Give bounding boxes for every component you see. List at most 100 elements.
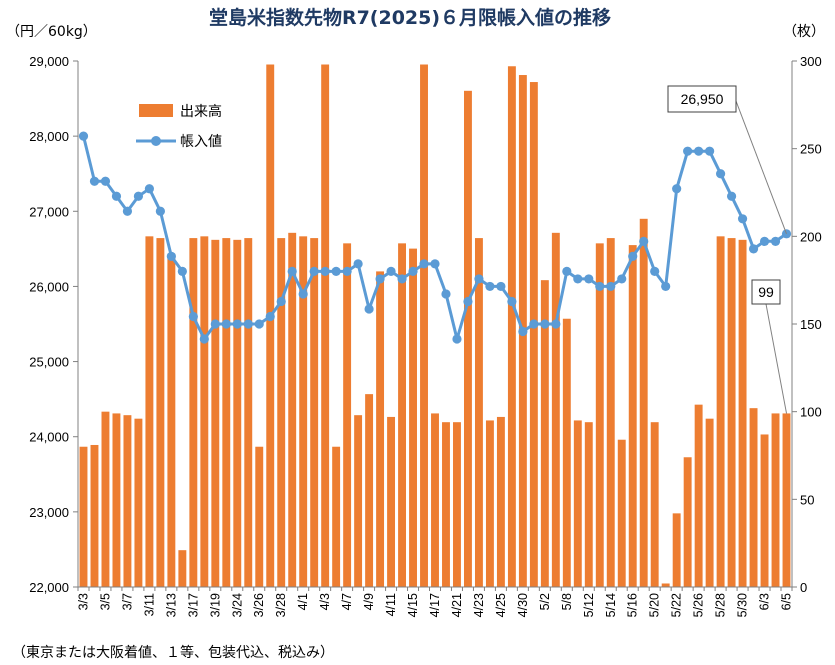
x-tick-label: 4/3 <box>318 593 332 610</box>
right-tick-label: 50 <box>800 492 814 507</box>
x-tick-label: 5/14 <box>604 593 618 617</box>
left-tick-label: 24,000 <box>29 430 69 445</box>
x-tick-label: 5/28 <box>714 593 728 617</box>
x-tick-label: 5/2 <box>538 593 552 610</box>
volume-bar <box>442 422 450 587</box>
volume-bar <box>189 238 198 587</box>
plot-area: 22,000 23,000 24,000 25,000 26,000 27,000 28,0… <box>29 54 821 617</box>
price-point <box>683 146 693 156</box>
price-callout-box <box>667 85 737 113</box>
volume-bar <box>288 232 297 587</box>
right-axis-unit: （枚） <box>783 24 825 40</box>
price-point <box>397 274 407 284</box>
price-point <box>254 319 264 329</box>
price-point <box>419 259 429 269</box>
price-point <box>551 319 561 329</box>
volume-bar <box>222 238 231 587</box>
volume-bar <box>409 248 417 587</box>
x-tick-label: 4/11 <box>384 593 398 616</box>
price-point <box>748 244 759 254</box>
volume-bar <box>551 232 560 587</box>
price-point <box>188 311 198 322</box>
chart-title: 堂島米指数先物R7(2025)６月限帳入値の推移 <box>209 6 611 29</box>
x-tick-label: 3/7 <box>120 593 134 610</box>
volume-bar <box>211 239 220 587</box>
line-series <box>78 131 792 344</box>
right-tick-label: 100 <box>800 405 822 420</box>
volume-bar <box>760 434 769 587</box>
x-tick-label: 3/17 <box>186 593 200 617</box>
price-point <box>166 251 176 261</box>
price-point <box>726 191 737 201</box>
price-point <box>672 184 682 194</box>
x-tick-label: 4/25 <box>494 593 508 617</box>
volume-bar <box>343 243 352 587</box>
x-tick-label: 4/15 <box>406 593 420 617</box>
volume-bar <box>474 238 483 587</box>
left-tick-label: 27,000 <box>29 204 69 219</box>
price-point <box>496 281 506 292</box>
price-point <box>199 334 209 344</box>
right-tick-label: 200 <box>800 229 822 244</box>
callouts: 26,950 99 <box>667 85 787 414</box>
price-point <box>770 236 781 246</box>
volume-bar <box>398 243 407 587</box>
x-tick-label: 4/17 <box>428 593 442 617</box>
volume-bar <box>178 550 187 587</box>
x-tick-label: 3/26 <box>252 593 266 617</box>
volume-bar <box>420 64 428 588</box>
x-tick-label: 6/3 <box>758 593 772 610</box>
volume-callout-box <box>751 279 781 305</box>
volume-bar <box>562 318 571 587</box>
volume-bar <box>123 415 132 587</box>
legend-bar-label: 出来高 <box>180 103 222 120</box>
volume-bar <box>145 236 154 588</box>
price-point <box>221 319 231 329</box>
x-tick-label: 4/9 <box>362 593 376 610</box>
right-axis-ticks: 0 50 100 150 200 250 300 <box>792 54 822 595</box>
volume-bar <box>365 394 374 587</box>
volume-bar <box>233 239 242 587</box>
x-tick-label: 3/28 <box>274 593 288 617</box>
price-point <box>737 214 748 224</box>
volume-bar <box>244 238 253 587</box>
volume-bar <box>529 82 538 587</box>
price-point <box>694 146 704 156</box>
volume-bar <box>573 420 582 587</box>
left-tick-label: 26,000 <box>29 279 69 294</box>
volume-bar <box>628 245 637 587</box>
price-point <box>111 191 122 201</box>
volume-bar <box>661 583 670 587</box>
x-tick-label: 3/13 <box>164 593 178 617</box>
volume-bar <box>310 238 319 587</box>
volume-bar <box>266 64 275 588</box>
volume-bar <box>617 439 626 587</box>
volume-bar <box>387 416 396 587</box>
volume-callout-leader <box>765 303 787 414</box>
legend-line-label: 帳入値 <box>180 134 222 150</box>
volume-bar <box>606 238 615 587</box>
volume-bar <box>485 420 494 587</box>
x-tick-label: 3/24 <box>230 593 244 617</box>
left-tick-label: 29,000 <box>29 54 69 69</box>
right-tick-label: 300 <box>800 54 822 69</box>
volume-bar <box>453 422 461 587</box>
price-point <box>705 146 715 156</box>
x-tick-label: 5/12 <box>582 593 596 617</box>
volume-bar <box>705 418 714 587</box>
price-point <box>650 266 660 276</box>
volume-bar <box>255 446 264 587</box>
left-tick-label: 23,000 <box>29 505 69 520</box>
price-point <box>529 319 539 329</box>
x-tick-label: 4/23 <box>472 593 486 617</box>
volume-bar <box>79 446 88 587</box>
left-axis-ticks: 22,000 23,000 24,000 25,000 26,000 27,000 28,0… <box>29 54 78 595</box>
price-point <box>716 169 726 179</box>
volume-bar <box>782 413 791 587</box>
volume-bar <box>277 238 286 587</box>
x-tick-label: 5/30 <box>736 593 750 617</box>
volume-bar <box>431 413 439 587</box>
left-tick-label: 25,000 <box>29 355 69 370</box>
price-point <box>276 296 286 307</box>
